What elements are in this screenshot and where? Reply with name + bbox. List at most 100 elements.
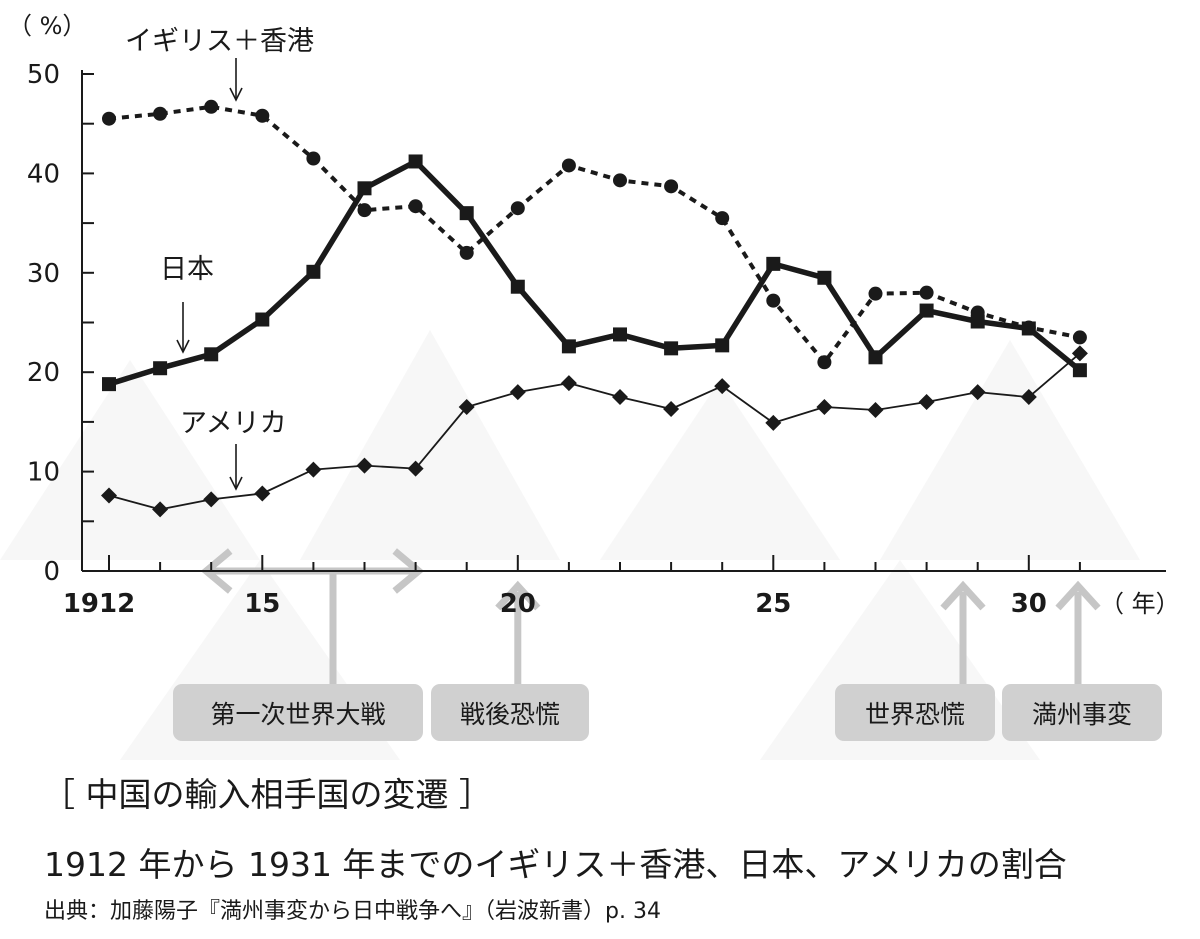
series-2-point-1918 <box>407 460 424 477</box>
series-0-point-1924 <box>715 211 730 226</box>
y-tick-label-0: 0 <box>43 557 60 587</box>
event-3-box <box>1002 684 1162 741</box>
background-triangle-1 <box>300 330 560 560</box>
series-label-1: 日本 <box>160 254 214 285</box>
series-label-0: イギリス＋香港 <box>125 26 314 57</box>
series-1-point-1916 <box>306 264 321 279</box>
series-1-point-1922 <box>613 327 627 342</box>
axes: 0 10 20 30 40 50 1912 15 20 25 30 （ %） （ 年） <box>8 12 1180 619</box>
event-0-label: 第一次世界大戦 <box>210 700 385 729</box>
series-0-point-1914 <box>204 99 219 114</box>
series-1-point-1915 <box>255 312 270 327</box>
series-1-point-1930 <box>1021 321 1036 336</box>
series-2-point-1923 <box>663 400 680 417</box>
series-1-point-1919 <box>459 206 474 221</box>
series-2-point-1920 <box>509 384 526 401</box>
event-1-box <box>431 684 589 741</box>
series-label-1-pointer-head <box>176 339 190 354</box>
series-1-point-1912 <box>102 377 116 392</box>
series-1-point-1914 <box>204 347 219 362</box>
series-1-point-1918 <box>408 154 423 169</box>
series-1-point-1923 <box>664 341 679 356</box>
series-1-point-1917 <box>357 181 372 196</box>
series-2-point-1922 <box>612 389 628 406</box>
event-3-arrow-head <box>1055 580 1101 611</box>
series-line-1 <box>108 158 1082 387</box>
series-0-point-1917 <box>357 203 372 218</box>
series-2-point-1929 <box>969 384 986 401</box>
x-unit-label: （ 年） <box>1100 590 1180 618</box>
y-unit-label: （ %） <box>8 12 86 40</box>
series-label-0-pointer-head <box>229 87 243 102</box>
series-0-point-1922 <box>613 173 627 188</box>
series-0-point-1923 <box>664 179 679 194</box>
series-2-point-1913 <box>152 501 169 518</box>
x-tick-label-0: 1912 <box>63 589 135 619</box>
series-line-2 <box>108 352 1081 511</box>
plot-area <box>101 99 1088 518</box>
series-0-point-1928 <box>919 285 934 300</box>
series-0-point-1919 <box>459 245 474 260</box>
event-1-label: 戦後恐慌 <box>460 700 560 729</box>
series-1-point-1925 <box>766 256 781 271</box>
series-line-0 <box>108 104 1081 365</box>
series-1-point-1913 <box>153 361 168 376</box>
event-0-box <box>173 684 423 741</box>
series-0-point-1927 <box>868 286 883 301</box>
series-0-point-1920 <box>510 201 525 216</box>
series-2-point-1917 <box>356 457 373 474</box>
series-2-point-1924 <box>714 378 731 395</box>
y-tick-label-50: 50 <box>27 60 60 90</box>
series-label-2: アメリカ <box>180 408 287 439</box>
y-tick-label-40: 40 <box>27 159 60 189</box>
event-annotations: 第一次世界大戦 戦後恐慌 世界恐慌 満州事変 <box>173 548 1162 741</box>
series-0-point-1931 <box>1072 330 1087 345</box>
series-2-point-1915 <box>254 485 271 502</box>
series-1-point-1924 <box>715 338 730 353</box>
chart-source: 出典：加藤陽子『満州事変から日中戦争へ』（岩波新書）p. 34 <box>44 899 661 924</box>
x-tick-label-2: 20 <box>500 589 536 619</box>
chart-subtitle: 1912 年から 1931 年までのイギリス＋香港、日本、アメリカの割合 <box>44 845 1067 884</box>
series-0-point-1921 <box>561 158 576 173</box>
event-2-label: 世界恐慌 <box>865 700 965 729</box>
x-tick-label-3: 25 <box>755 589 791 619</box>
series-2-point-1925 <box>765 414 782 431</box>
series-0-point-1916 <box>306 151 321 166</box>
series-0-point-1918 <box>408 199 423 214</box>
series-1-point-1929 <box>970 314 985 329</box>
series-0-point-1915 <box>255 108 270 123</box>
chart: 第一次世界大戦 戦後恐慌 世界恐慌 満州事変 0 10 20 30 40 50 1912 15 20 2… <box>0 12 1180 741</box>
chart-title: ［ 中国の輸入相手国の変遷 ］ <box>42 775 492 814</box>
background-triangle-2 <box>600 380 840 560</box>
series-2-point-1931 <box>1071 345 1088 362</box>
series-2-point-1916 <box>305 461 322 478</box>
series-1-point-1926 <box>817 270 832 285</box>
y-tick-label-30: 30 <box>27 259 60 289</box>
background-triangle-3 <box>880 340 1140 560</box>
event-3-label: 満州事変 <box>1032 700 1132 729</box>
series-0-point-1913 <box>153 106 168 121</box>
series-2-point-1919 <box>458 398 475 415</box>
series-2-point-1914 <box>203 491 220 508</box>
series-2-point-1927 <box>867 401 884 418</box>
y-tick-label-20: 20 <box>27 358 60 388</box>
series-2-point-1928 <box>918 394 935 411</box>
series-1-point-1927 <box>868 350 883 365</box>
series-1-point-1931 <box>1072 363 1087 378</box>
series-0-point-1926 <box>817 355 832 370</box>
series-2-point-1926 <box>816 398 833 415</box>
series-2-point-1912 <box>101 487 117 504</box>
event-1-arrow-head <box>495 580 541 611</box>
event-2-arrow-head <box>940 580 986 611</box>
series-1-point-1920 <box>510 279 525 294</box>
series-1-point-1921 <box>561 339 576 354</box>
x-tick-label-4: 30 <box>1011 589 1047 619</box>
x-tick-label-1: 15 <box>244 589 280 619</box>
background-triangle-0 <box>0 360 260 560</box>
series-0-point-1925 <box>766 293 781 308</box>
y-tick-label-10: 10 <box>27 458 60 488</box>
series-2-point-1930 <box>1020 389 1037 406</box>
event-2-box <box>835 684 995 741</box>
series-label-2-pointer-head <box>229 476 243 491</box>
